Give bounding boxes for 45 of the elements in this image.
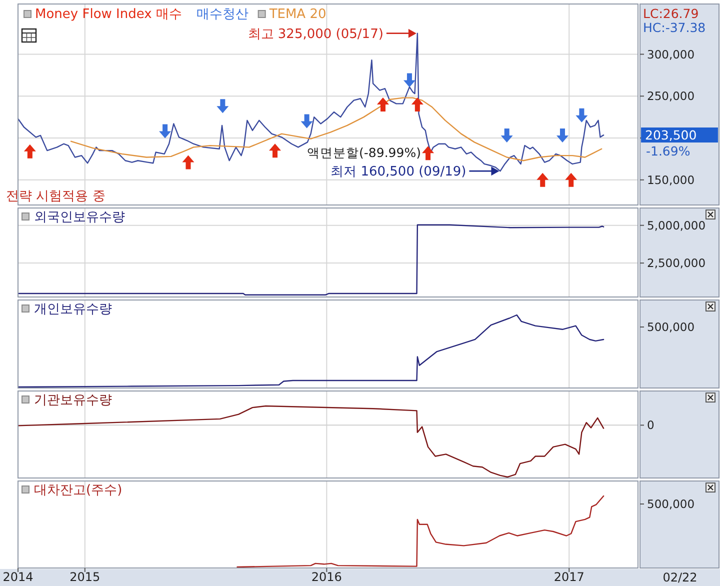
y-tick-label: 300,000: [647, 47, 695, 62]
line-series: [17, 224, 604, 296]
text: 매수청산: [196, 7, 248, 22]
point: [576, 108, 588, 122]
point: [411, 98, 424, 112]
chart-title: 대차잔고(주수): [34, 483, 122, 498]
y-tick-label: 150,000: [647, 172, 695, 187]
point: [269, 144, 282, 158]
point: [565, 172, 578, 187]
text: -1.69%: [646, 143, 690, 158]
annotation: 최저 160,500 (09/19): [330, 164, 466, 180]
point: [556, 128, 568, 142]
text: TEMA 20: [268, 7, 326, 22]
ref-line-label: 0: [647, 418, 654, 432]
point: [216, 99, 229, 114]
point: [182, 155, 194, 170]
y-tick-label: 250,000: [647, 89, 695, 104]
line-series: [70, 97, 602, 162]
point: [422, 146, 434, 160]
y-tick-label: 2,500,000: [647, 256, 706, 270]
point: [159, 124, 172, 138]
x-tick-label: 2015: [70, 570, 100, 584]
text: Money Flow Index 매수: [35, 7, 182, 22]
text: LC:26.79: [643, 6, 699, 21]
point: [24, 144, 36, 158]
x-tick-label: 2014: [2, 570, 34, 584]
y-tick-label: 5,000,000: [647, 218, 706, 232]
text: 203,500: [645, 127, 697, 142]
text: 02/22: [662, 570, 698, 585]
text: HC:-37.38: [643, 20, 706, 35]
point: [376, 98, 389, 112]
annotation: 액면분할(-89.99%): [307, 144, 421, 160]
point: [300, 114, 313, 128]
point: [536, 172, 549, 187]
chart-title: 기관보유수량: [34, 393, 112, 408]
annotation: 최고 325,000 (05/17): [248, 26, 384, 42]
chart-title: 외국인보유수량: [34, 210, 125, 225]
text: 500,000: [647, 320, 695, 334]
chart-title: 개인보유수량: [34, 302, 112, 317]
point: [403, 73, 416, 88]
x-tick-label: 2016: [311, 570, 342, 584]
text: 500,000: [647, 497, 695, 512]
x-tick-label: 2017: [554, 570, 584, 584]
point: [500, 128, 513, 142]
annotation: 전략 시험적용 중: [6, 189, 106, 204]
